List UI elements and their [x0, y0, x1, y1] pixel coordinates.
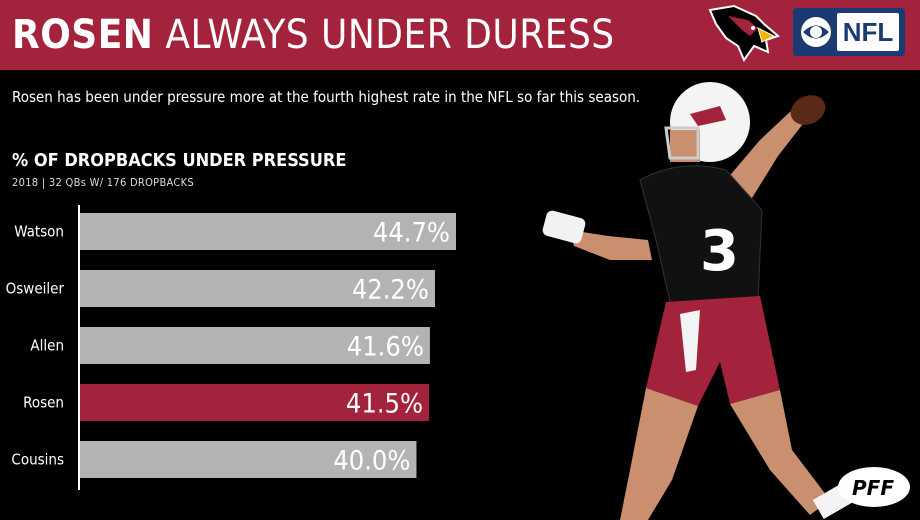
value-label: 40.0%	[333, 446, 410, 477]
bar	[80, 213, 456, 250]
category-label: Rosen	[23, 394, 64, 412]
category-label: Watson	[14, 223, 64, 241]
bar	[80, 270, 435, 307]
cardinal-logo-icon	[708, 4, 780, 63]
category-label: Cousins	[11, 451, 64, 469]
title-rest: ALWAYS UNDER DURESS	[165, 12, 615, 58]
bar	[80, 441, 417, 478]
cbs-eye-icon	[801, 17, 831, 47]
title-bold: ROSEN	[12, 12, 154, 58]
page-subtitle: Rosen has been under pressure more at th…	[12, 88, 641, 106]
quarterback-photo: 3	[542, 82, 854, 520]
chart-title: % OF DROPBACKS UNDER PRESSURE	[12, 150, 347, 171]
bar	[80, 327, 430, 364]
svg-text:3: 3	[700, 219, 739, 284]
page-title: ROSEN ALWAYS UNDER DURESS	[12, 10, 615, 60]
value-label: 42.2%	[352, 275, 429, 306]
value-label: 41.6%	[347, 332, 424, 363]
bar-chart: Watson 44.7% Osweiler 42.2% Allen 41.6% Rosen 4…	[6, 205, 456, 490]
network-nfl-label: NFL	[837, 13, 899, 51]
bar	[80, 384, 430, 421]
chart-subtitle: 2018 | 32 QBs W/ 176 DROPBACKS	[12, 176, 194, 189]
category-label: Osweiler	[6, 280, 65, 298]
pff-logo-icon: PFF	[838, 467, 910, 507]
network-logo: NFL	[793, 8, 905, 56]
header-banner: ROSEN ALWAYS UNDER DURESS NFL	[0, 0, 920, 70]
svg-text:PFF: PFF	[852, 476, 894, 500]
category-label: Allen	[30, 337, 64, 355]
value-label: 44.7%	[373, 218, 450, 249]
value-label: 41.5%	[346, 389, 423, 420]
